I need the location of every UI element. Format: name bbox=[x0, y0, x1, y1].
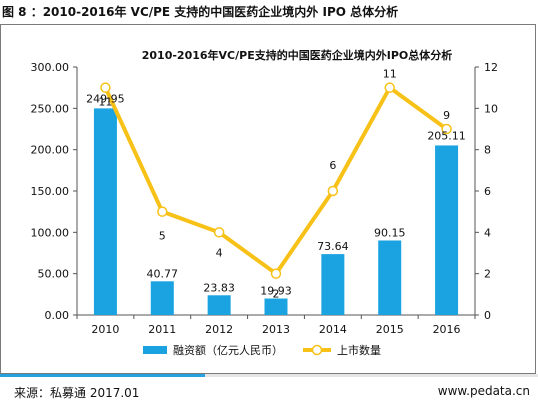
legend-swatch-bar bbox=[143, 346, 167, 354]
bar bbox=[93, 108, 117, 315]
left-tick-label: 250.00 bbox=[31, 102, 70, 115]
line-data-label: 9 bbox=[443, 109, 450, 122]
right-tick-label: 12 bbox=[484, 61, 498, 74]
left-tick-label: 0.00 bbox=[45, 309, 70, 322]
right-tick-label: 2 bbox=[484, 268, 491, 281]
line-point bbox=[441, 123, 452, 135]
legend-swatch-marker bbox=[311, 344, 323, 356]
bar-data-label: 249.95 bbox=[86, 92, 125, 105]
line-point bbox=[327, 185, 339, 197]
left-tick-label: 200.00 bbox=[31, 144, 70, 157]
footer-divider-accent bbox=[0, 374, 205, 377]
footer-source: 来源：私募通 2017.01 bbox=[14, 386, 140, 400]
x-tick-label: 2011 bbox=[148, 323, 176, 336]
line-data-label: 2 bbox=[273, 288, 280, 301]
line-point bbox=[157, 206, 168, 217]
x-tick-label: 2013 bbox=[262, 323, 290, 336]
footer-divider bbox=[0, 374, 538, 377]
bar-data-label: 73.64 bbox=[317, 240, 349, 253]
line-point bbox=[100, 82, 111, 93]
right-tick-label: 0 bbox=[484, 309, 491, 322]
right-tick-label: 4 bbox=[484, 226, 491, 239]
x-tick-label: 2012 bbox=[205, 323, 233, 336]
right-tick-label: 8 bbox=[484, 144, 491, 157]
chart-canvas: 2010-2016年VC/PE支持的中国医药企业境内外IPO总体分析 0.00 5… bbox=[31, 48, 499, 357]
left-tick-label: 300.00 bbox=[31, 61, 70, 74]
bar bbox=[150, 281, 174, 315]
line-data-label: 5 bbox=[159, 230, 166, 243]
line-point bbox=[213, 227, 225, 238]
right-tick-label: 10 bbox=[484, 102, 498, 115]
line-data-label: 4 bbox=[216, 246, 223, 259]
line-point bbox=[270, 268, 282, 279]
bar-data-label: 90.15 bbox=[374, 226, 406, 239]
bar-data-label: 19.93 bbox=[260, 285, 292, 298]
bar bbox=[378, 240, 402, 315]
left-tick-label: 100.00 bbox=[31, 226, 70, 239]
bar-data-label: 40.77 bbox=[147, 267, 179, 280]
bar bbox=[321, 254, 345, 315]
chart-title: 2010-2016年VC/PE支持的中国医药企业境内外IPO总体分析 bbox=[142, 48, 452, 62]
bar bbox=[435, 145, 459, 315]
line-point bbox=[384, 82, 395, 93]
left-tick-label: 150.00 bbox=[31, 185, 70, 198]
bar-data-label: 23.83 bbox=[203, 281, 235, 294]
right-tick-label: 6 bbox=[484, 185, 491, 198]
x-tick-label: 2014 bbox=[319, 323, 347, 336]
x-tick-label: 2015 bbox=[376, 323, 404, 336]
footer-url[interactable]: www.pedata.cn bbox=[437, 384, 530, 398]
bar bbox=[207, 295, 231, 315]
left-tick-label: 50.00 bbox=[38, 268, 70, 281]
bar-data-label: 205.11 bbox=[427, 129, 466, 142]
bar bbox=[264, 298, 288, 315]
line-data-label: 11 bbox=[98, 96, 112, 109]
x-tick-label: 2010 bbox=[91, 323, 119, 336]
legend-label-bar: 融资额（亿元人民币） bbox=[173, 344, 283, 357]
line-data-label: 6 bbox=[329, 159, 336, 172]
chart-container: 2010-2016年VC/PE支持的中国医药企业境内外IPO总体分析 0.00 5… bbox=[0, 24, 536, 374]
x-tick-label: 2016 bbox=[433, 323, 461, 336]
figure-title: 图 8 ：2010-2016年 VC/PE 支持的中国医药企业境内外 IPO 总… bbox=[2, 5, 399, 19]
legend-label-line: 上市数量 bbox=[337, 343, 381, 357]
line-data-label: 11 bbox=[383, 68, 397, 81]
